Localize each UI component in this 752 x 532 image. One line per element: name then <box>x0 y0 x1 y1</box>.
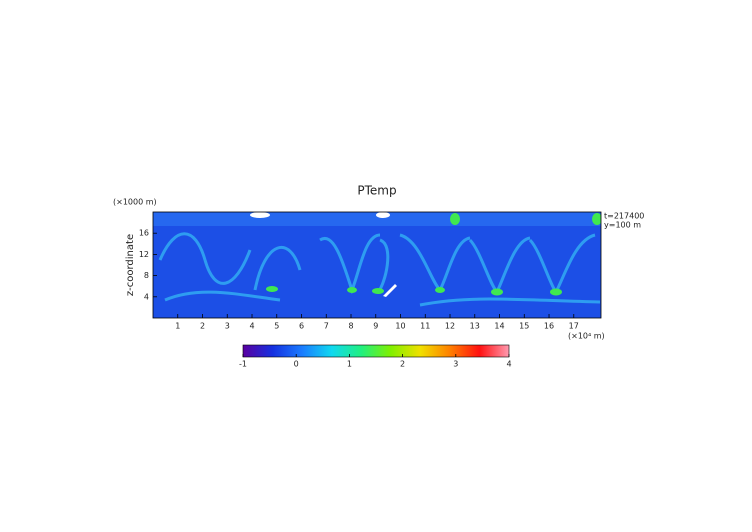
field <box>153 212 601 318</box>
x-tick-label: 14 <box>494 322 504 331</box>
x-tick-label: 4 <box>249 322 254 331</box>
x-tick-label: 7 <box>324 322 329 331</box>
x-tick-label: 17 <box>569 322 579 331</box>
hot-spots <box>250 212 397 297</box>
colorbar-tick-label: 3 <box>453 360 458 369</box>
y-axis-label: z-coordinate <box>125 234 136 296</box>
colorbar-tick-label: 2 <box>400 360 405 369</box>
y-unit: (×1000 m) <box>113 198 157 207</box>
x-tick-label: 6 <box>299 322 304 331</box>
x-tick-label: 15 <box>519 322 529 331</box>
x-tick-label: 12 <box>445 322 455 331</box>
colorbar <box>242 344 510 358</box>
x-tick-label: 13 <box>470 322 480 331</box>
plot-frame <box>152 211 602 319</box>
x-tick-label: 5 <box>274 322 279 331</box>
colorbar-tick-label: 0 <box>294 360 299 369</box>
x-unit: (×10⁴ m) <box>568 332 605 341</box>
x-tick-label: 11 <box>420 322 430 331</box>
y-tick-label: 16 <box>139 229 149 238</box>
chart-title: PTemp <box>357 184 396 198</box>
y-tick-label: 12 <box>139 250 149 259</box>
x-tick-label: 2 <box>200 322 205 331</box>
x-tick-label: 9 <box>373 322 378 331</box>
annotation: t=217400 <box>604 212 644 221</box>
x-tick-label: 1 <box>175 322 180 331</box>
x-tick-label: 16 <box>544 322 554 331</box>
annotation: y=100 m <box>604 221 641 230</box>
y-tick-label: 4 <box>144 292 149 301</box>
x-tick-label: 3 <box>225 322 230 331</box>
x-tick-label: 8 <box>348 322 353 331</box>
colorbar-tick-label: -1 <box>239 360 247 369</box>
warm-spots <box>266 213 601 296</box>
x-tick-label: 10 <box>395 322 405 331</box>
field-background <box>153 212 601 318</box>
colorbar-tick-label: 4 <box>506 360 511 369</box>
y-tick-label: 8 <box>144 271 149 280</box>
colorbar-tick-label: 1 <box>347 360 352 369</box>
